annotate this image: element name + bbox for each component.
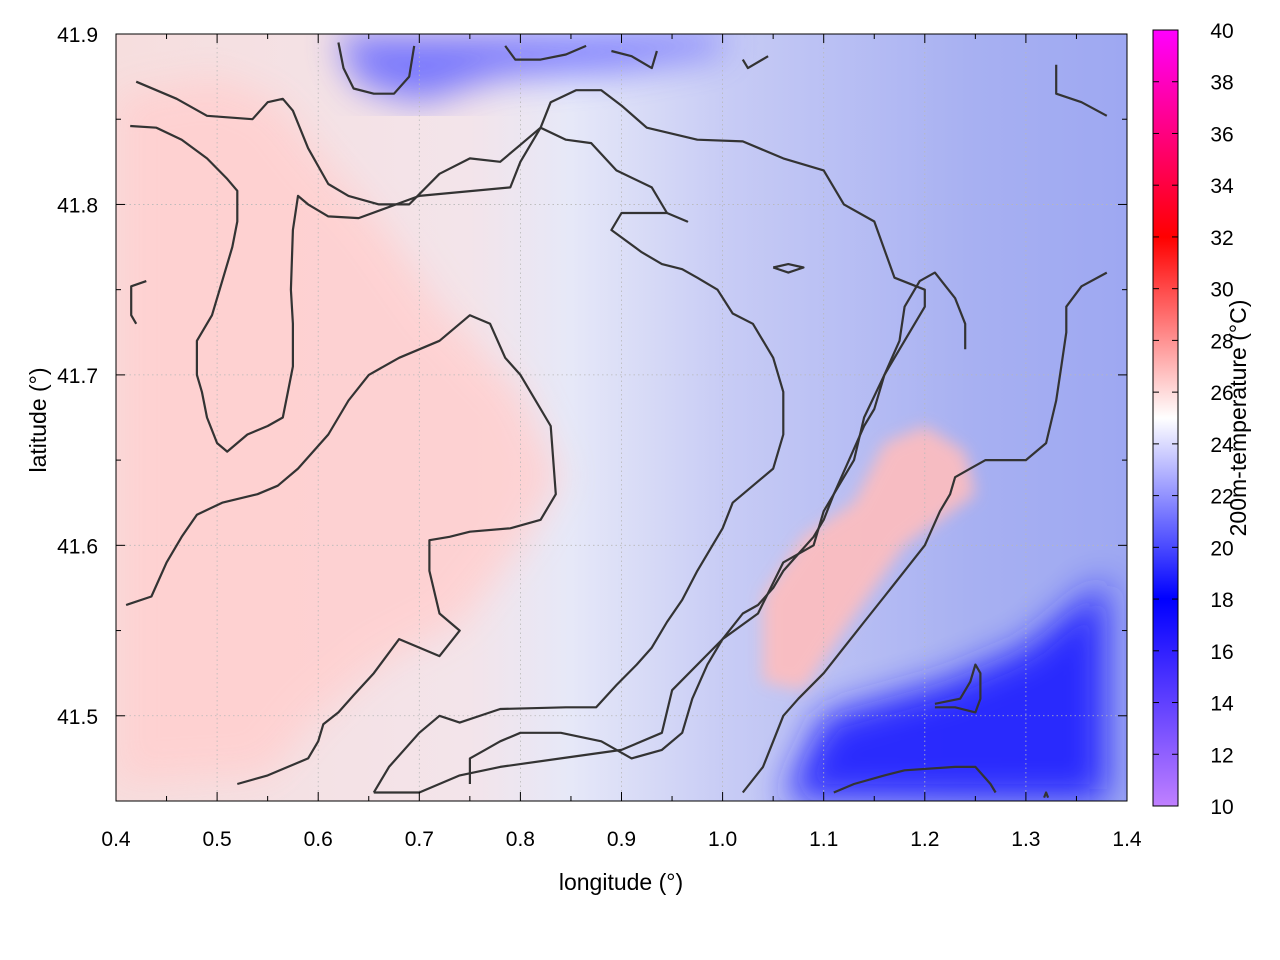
grid-lines <box>116 34 1127 801</box>
contour-lines <box>125 42 1108 799</box>
y-tick-label: 41.9 <box>57 24 98 47</box>
contour-line-13 <box>611 49 658 70</box>
y-tick-label: 41.5 <box>57 706 98 729</box>
x-tick-label: 0.8 <box>506 828 535 851</box>
x-tick-label: 0.6 <box>304 828 333 851</box>
y-tick-label: 41.8 <box>57 194 98 217</box>
x-tick-label: 0.7 <box>405 828 434 851</box>
colorbar-tick-label: 28 <box>1210 330 1233 353</box>
colorbar-tick-label: 10 <box>1210 796 1233 819</box>
contour-line-6 <box>833 765 997 794</box>
colorbar-tick-label: 22 <box>1210 486 1233 509</box>
contour-line-10 <box>1055 64 1108 117</box>
contour-line-5 <box>741 271 1108 794</box>
contour-line-1 <box>135 80 926 794</box>
colorbar-tick-label: 38 <box>1210 72 1233 95</box>
y-axis-tick-labels: 41.5 41.6 41.7 41.8 41.9 <box>57 24 98 729</box>
colorbar-title: 200m-temperature (°C) <box>1225 300 1251 537</box>
x-tick-label: 1.2 <box>910 828 939 851</box>
colorbar <box>1152 29 1179 807</box>
heatmap-region-1 <box>116 76 561 785</box>
x-tick-label: 0.4 <box>101 828 131 851</box>
x-tick-label: 1.0 <box>708 828 737 851</box>
colorbar-tick-label: 32 <box>1210 227 1233 250</box>
contour-line-3 <box>125 314 557 786</box>
colorbar-tick-label: 36 <box>1210 123 1233 146</box>
y-tick-label: 41.6 <box>57 535 98 558</box>
colorbar-tick-label: 12 <box>1210 744 1233 767</box>
colorbar-tick-label: 20 <box>1210 537 1233 560</box>
x-axis-tick-labels: 0.4 0.5 0.6 0.7 0.8 0.9 1.0 1.1 1.2 1.3 1.4 <box>101 828 1142 851</box>
contour-line-11 <box>337 42 416 95</box>
x-tick-label: 0.9 <box>607 828 636 851</box>
x-tick-label: 1.3 <box>1011 828 1040 851</box>
contour-line-2 <box>130 124 785 794</box>
colorbar-tick-label: 24 <box>1210 434 1234 457</box>
contour-line-12 <box>504 44 587 61</box>
x-tick-label: 0.5 <box>202 828 231 851</box>
colorbar-tick-label: 26 <box>1210 382 1233 405</box>
colorbar-tick-label: 40 <box>1210 20 1233 43</box>
colorbar-tick-label: 16 <box>1210 641 1233 664</box>
contour-line-14 <box>741 55 769 70</box>
colorbar-tick-label: 14 <box>1210 693 1234 716</box>
y-axis-title: latitude (°) <box>25 367 51 472</box>
x-tick-label: 1.1 <box>809 828 838 851</box>
contour-line-4 <box>468 271 967 784</box>
contour-line-15 <box>1043 791 1050 799</box>
y-tick-label: 41.7 <box>57 365 98 388</box>
heatmap-region-4 <box>338 34 723 103</box>
colorbar-tick-label: 30 <box>1210 279 1233 302</box>
axis-ticks <box>115 33 1128 802</box>
colorbar-ticks: 10 12 14 16 18 20 22 24 26 28 30 32 34 36 38 40 <box>1153 20 1234 819</box>
heatmap-region-2 <box>763 426 976 691</box>
x-tick-label: 1.4 <box>1112 828 1142 851</box>
contour-line-7 <box>934 663 982 714</box>
contour-line-9 <box>772 263 805 274</box>
contour-line-8 <box>130 280 147 325</box>
colorbar-tick-label: 18 <box>1210 589 1233 612</box>
x-axis-title: longitude (°) <box>559 869 683 895</box>
colorbar-tick-label: 34 <box>1210 175 1234 198</box>
